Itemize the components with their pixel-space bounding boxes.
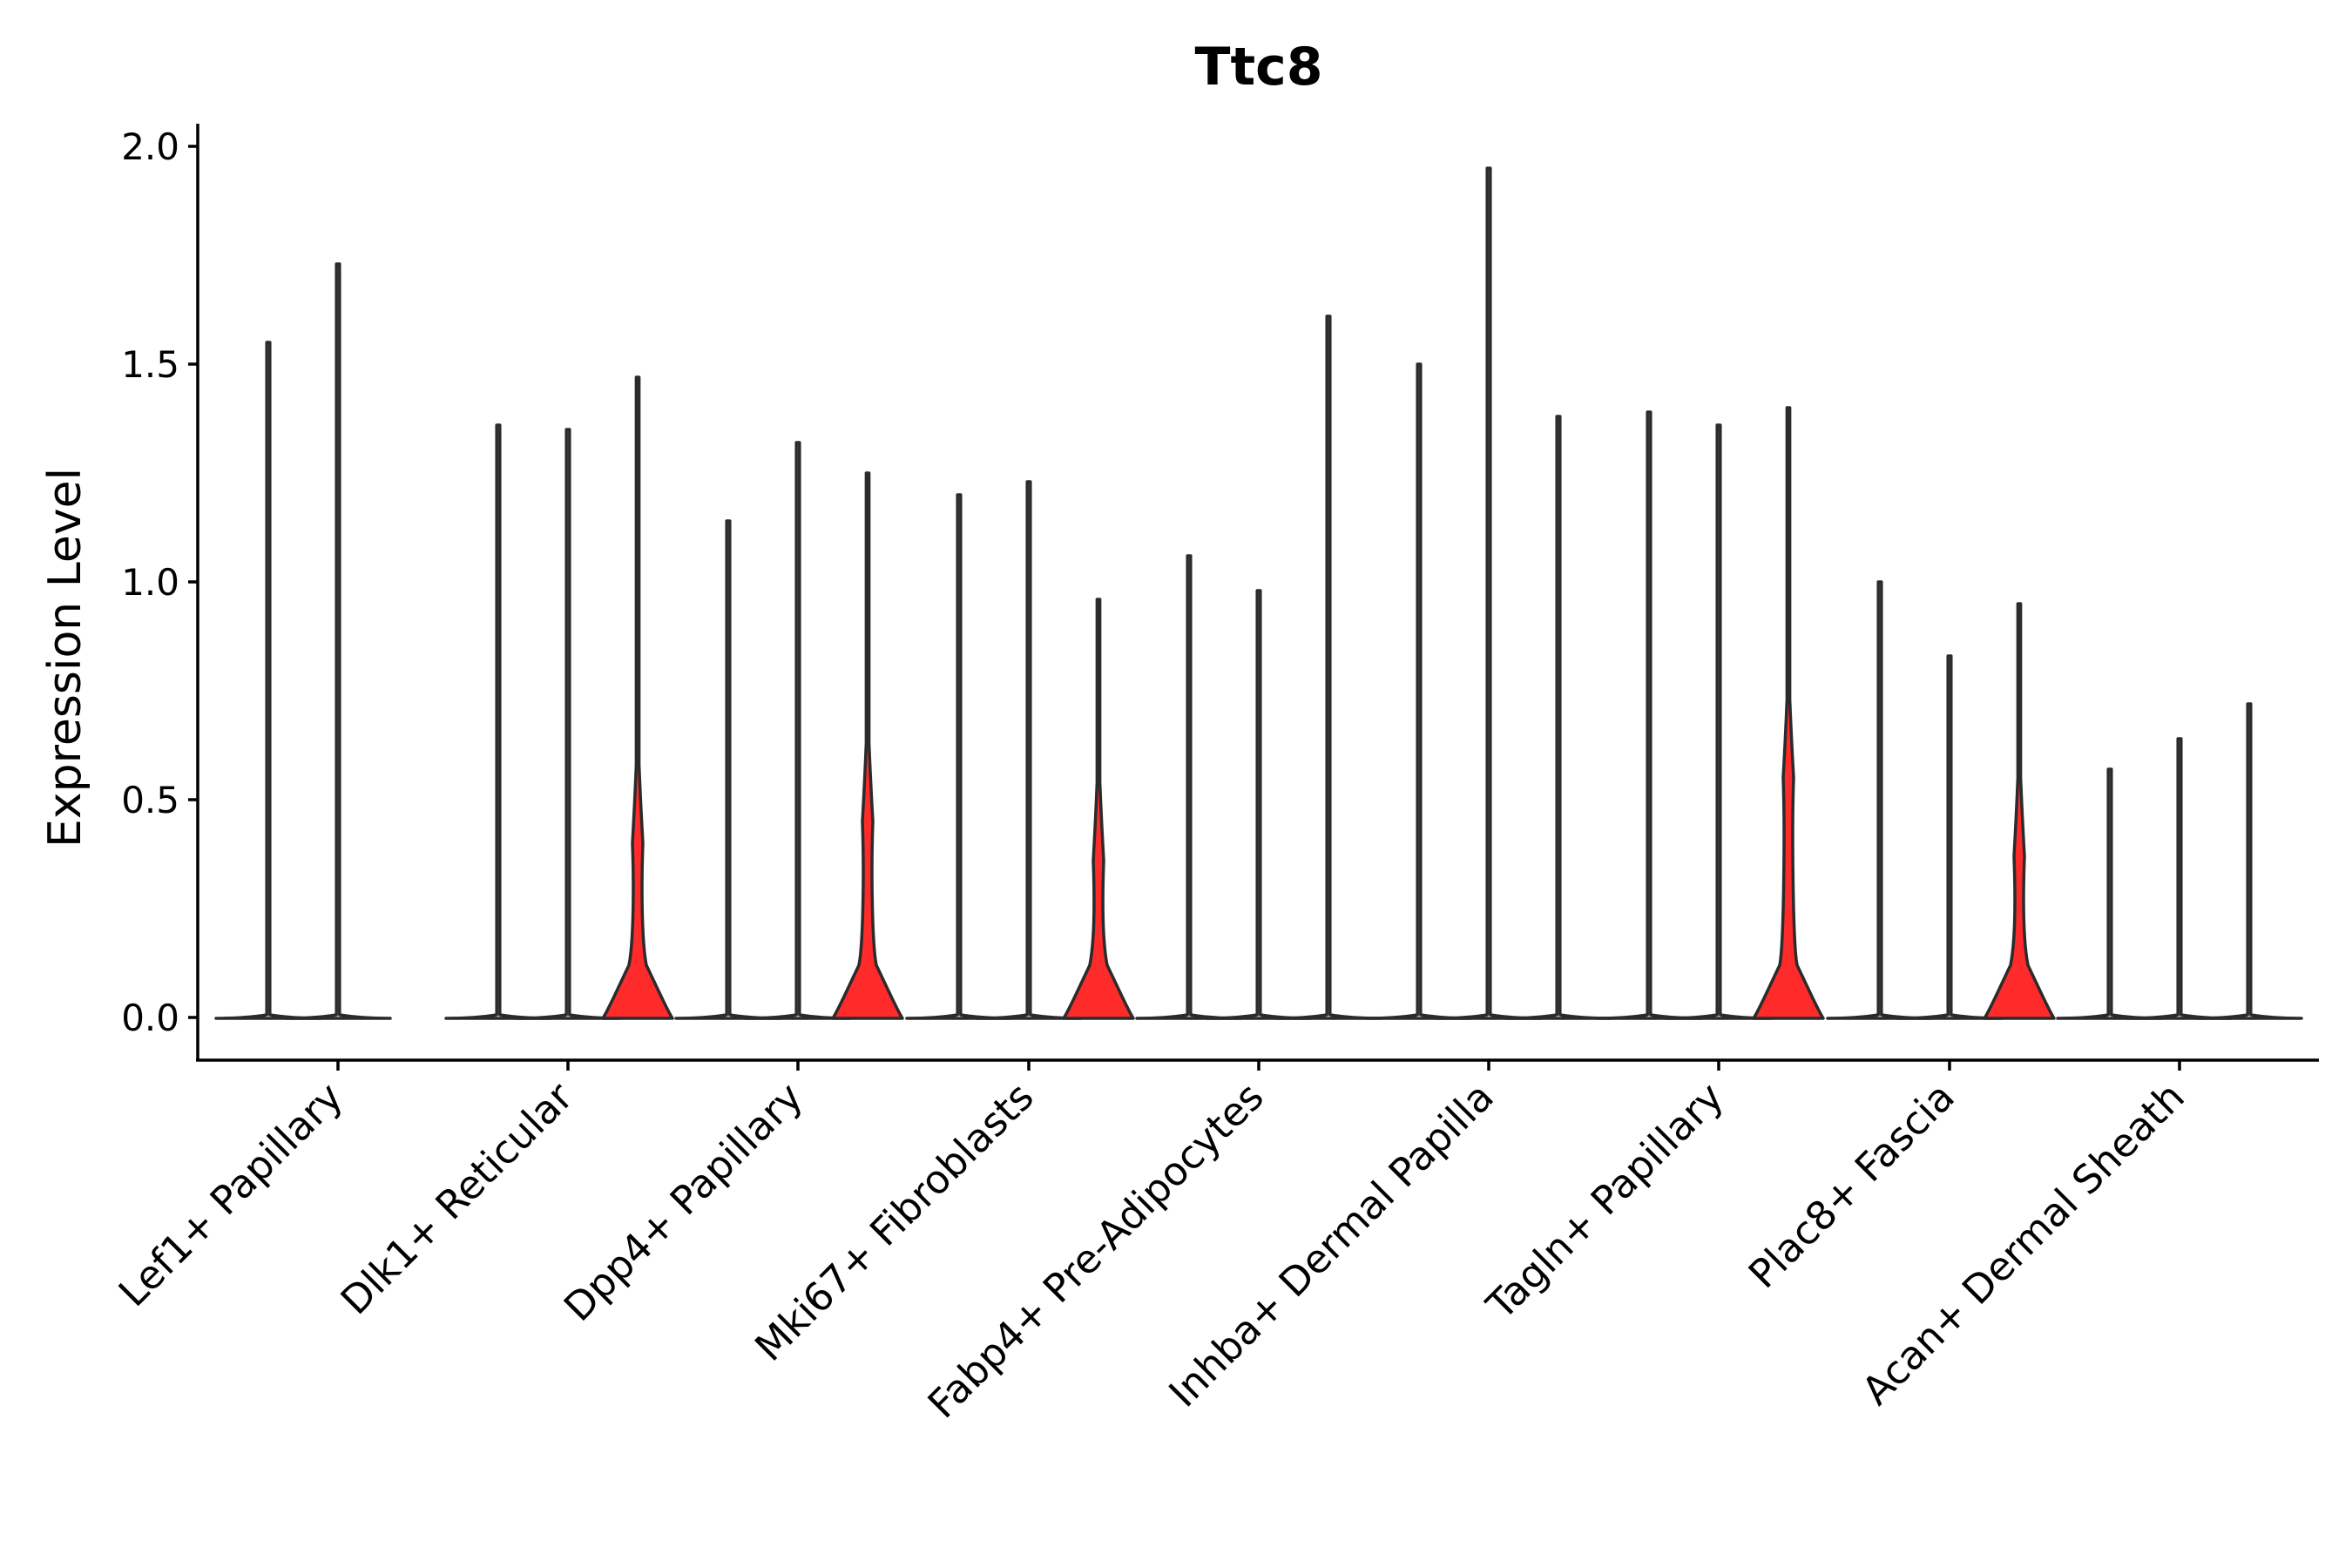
violin xyxy=(2195,702,2303,1020)
y-tick-label: 0.5 xyxy=(121,779,179,821)
x-tick-label: Tagln+ Papillary xyxy=(1477,1073,1733,1328)
violin xyxy=(1135,554,1243,1020)
violin xyxy=(1896,654,2004,1020)
violin-expressed xyxy=(601,375,674,1020)
violin-expressed xyxy=(831,471,904,1020)
chart-title: Ttc8 xyxy=(1195,37,1323,98)
violin xyxy=(905,493,1013,1020)
violin xyxy=(1665,423,1773,1020)
violin xyxy=(1504,415,1612,1020)
x-tick-label: Dpp4+ Papillary xyxy=(555,1073,812,1330)
violin xyxy=(1435,166,1543,1020)
violin xyxy=(744,441,852,1020)
x-tick-label: Dlk1+ Reticular xyxy=(332,1073,582,1323)
y-tick-label: 1.0 xyxy=(121,561,179,604)
violin xyxy=(284,262,392,1020)
violins-layer xyxy=(214,166,2303,1020)
violin xyxy=(2056,767,2164,1020)
violin-expressed xyxy=(1062,598,1135,1020)
x-tick-label: Plac8+ Fascia xyxy=(1740,1073,1963,1297)
y-tick-label: 1.5 xyxy=(121,343,179,386)
y-tick-label: 0.0 xyxy=(121,997,179,1039)
violin xyxy=(674,519,782,1020)
violin xyxy=(1595,410,1703,1020)
violin xyxy=(444,423,552,1020)
violin xyxy=(1205,589,1313,1020)
violin xyxy=(514,428,622,1020)
violin xyxy=(2126,737,2234,1020)
violin xyxy=(975,480,1083,1020)
y-axis-ticks: 0.0 0.5 1.0 1.5 2.0 xyxy=(121,125,198,1039)
x-tick-label: Lef1+ Papillary xyxy=(110,1073,352,1315)
violin xyxy=(1826,580,1934,1020)
violin xyxy=(1365,362,1473,1020)
violin-expressed xyxy=(1983,602,2056,1020)
violin xyxy=(1274,314,1382,1020)
violin xyxy=(214,341,322,1020)
y-tick-label: 2.0 xyxy=(121,125,179,168)
y-axis-label: Expression Level xyxy=(39,468,91,848)
violin-expressed xyxy=(1752,406,1825,1020)
